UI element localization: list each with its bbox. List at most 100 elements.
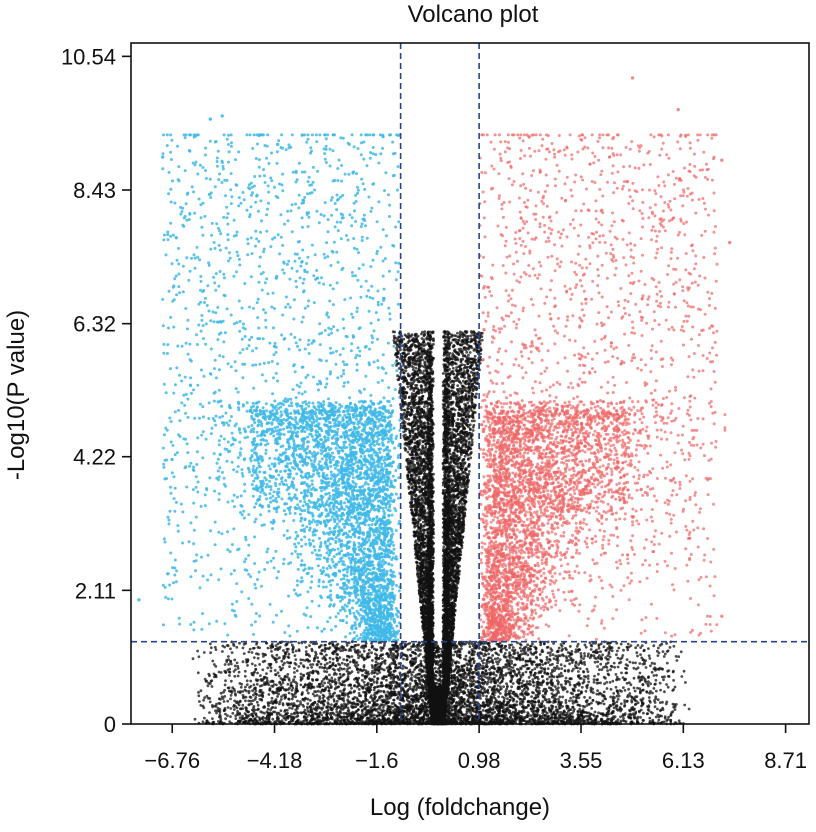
data-point: [318, 343, 322, 347]
data-point: [296, 240, 300, 244]
data-point: [354, 485, 358, 489]
data-point: [207, 263, 211, 267]
data-point: [380, 619, 384, 623]
data-point: [282, 337, 286, 341]
data-point: [311, 533, 315, 537]
data-point: [387, 306, 391, 310]
data-point: [237, 427, 241, 431]
data-point: [290, 453, 294, 457]
data-point: [279, 235, 283, 239]
data-point: [286, 398, 290, 401]
data-point: [490, 164, 494, 168]
data-point: [383, 605, 387, 609]
data-point: [327, 433, 331, 437]
data-point: [352, 631, 356, 634]
data-point: [274, 549, 278, 553]
data-point: [304, 493, 307, 497]
data-point: [354, 460, 358, 464]
data-point: [310, 341, 314, 345]
data-point: [241, 348, 245, 352]
data-point: [282, 399, 286, 403]
data-point: [164, 391, 168, 395]
data-point: [306, 304, 310, 308]
data-point: [182, 133, 186, 137]
data-point: [192, 465, 196, 469]
data-point: [229, 365, 233, 369]
data-point: [376, 359, 380, 363]
data-point: [184, 133, 188, 137]
data-point: [349, 586, 353, 590]
data-point: [168, 367, 172, 371]
data-point: [218, 172, 222, 176]
data-point: [333, 178, 337, 182]
data-point: [277, 495, 281, 499]
data-point: [396, 165, 400, 169]
data-point: [218, 416, 222, 419]
data-point: [335, 483, 339, 487]
data-point: [242, 509, 246, 513]
data-point: [254, 346, 258, 350]
data-point: [249, 275, 253, 279]
data-point: [256, 434, 260, 438]
data-point: [339, 599, 342, 603]
data-point: [358, 636, 362, 640]
data-point: [382, 287, 386, 291]
data-point: [384, 483, 388, 487]
data-point: [294, 496, 298, 500]
data-point: [255, 409, 258, 413]
data-point: [166, 343, 170, 347]
data-point: [320, 438, 324, 442]
data-point: [330, 628, 333, 632]
data-point: [251, 147, 255, 150]
data-point: [286, 302, 290, 306]
data-point: [371, 567, 375, 570]
data-point: [335, 198, 339, 202]
data-point: [317, 474, 321, 478]
data-point: [218, 466, 222, 470]
data-point: [319, 213, 323, 216]
data-point: [173, 486, 177, 490]
data-point: [337, 560, 341, 564]
data-point: [383, 549, 387, 553]
data-point: [372, 461, 376, 464]
data-point: [368, 568, 372, 572]
data-point: [300, 579, 304, 583]
data-point: [505, 255, 509, 259]
data-point: [233, 360, 237, 364]
data-point: [340, 542, 344, 546]
data-point: [225, 216, 229, 220]
chart-title: Volcano plot: [408, 1, 539, 28]
data-point: [342, 532, 346, 536]
data-point: [355, 172, 358, 176]
data-point: [287, 624, 291, 628]
data-point: [180, 379, 184, 383]
data-point: [298, 454, 302, 458]
data-point: [167, 192, 171, 196]
data-point: [342, 474, 346, 478]
data-point: [356, 420, 360, 424]
data-point: [319, 543, 323, 547]
data-point: [384, 555, 387, 559]
data-point: [310, 475, 314, 479]
data-point: [387, 624, 391, 628]
data-point: [371, 475, 375, 479]
data-point: [302, 497, 306, 500]
data-point: [267, 485, 271, 489]
data-point: [310, 580, 314, 584]
data-point: [292, 459, 296, 463]
data-point: [384, 535, 388, 539]
data-point: [270, 305, 274, 309]
data-point: [348, 402, 352, 406]
data-point: [355, 609, 359, 613]
data-point: [276, 362, 280, 366]
data-point: [295, 269, 299, 273]
data-point: [363, 517, 367, 521]
data-point: [303, 530, 306, 533]
data-point: [353, 564, 357, 568]
data-point: [368, 443, 372, 447]
data-point: [382, 578, 386, 582]
data-point: [390, 612, 394, 616]
data-point: [364, 374, 368, 378]
data-point: [187, 540, 191, 544]
data-point: [390, 513, 394, 517]
